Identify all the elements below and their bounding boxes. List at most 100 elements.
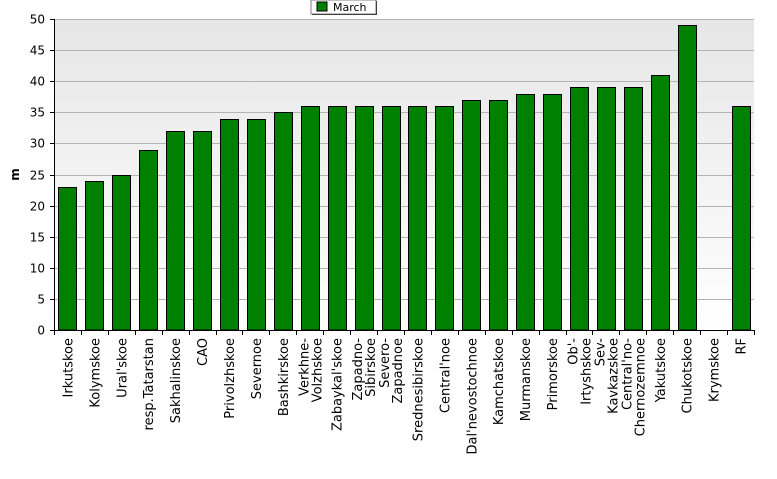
category-label: Severo-Zapadnoe (378, 338, 406, 404)
category-label-line: Irtyshskoe (580, 338, 595, 405)
bar (570, 87, 589, 331)
y-tick-label: 50 (30, 13, 45, 27)
category-label-line: Sev- (593, 338, 608, 367)
category-label-line: Kavkazskoe (606, 338, 621, 414)
category-label: Dal'nevostochnoe (465, 338, 480, 454)
category-label-line: RF (735, 338, 750, 355)
bar (489, 100, 508, 331)
category-label-line: Chernozemnoe (633, 338, 648, 436)
y-tick-label: 0 (37, 324, 45, 338)
category-label: Central'no-Chernozemnoe (620, 338, 648, 437)
bar (301, 106, 320, 331)
category-label-line: Dal'nevostochnoe (465, 338, 480, 454)
category-label: Yakutskoe (654, 338, 669, 403)
bar (382, 106, 401, 331)
category-label-line: Kolymskoe (88, 338, 103, 408)
category-label-line: Chukotskoe (681, 338, 696, 413)
category-label: Privolzhskoe (223, 338, 238, 419)
category-label-line: Privolzhskoe (223, 338, 238, 419)
category-label: RF (735, 338, 750, 355)
y-axis-title: m (8, 168, 22, 181)
category-label-line: Irkutskoe (61, 338, 76, 397)
y-tick-label: 20 (30, 200, 45, 214)
category-label-line: CAO (196, 338, 211, 366)
category-label: Primorskoe (546, 338, 561, 410)
category-label: Murmanskoe (519, 338, 534, 421)
plot-area (54, 19, 754, 330)
legend-swatch (316, 1, 328, 12)
category-label: Severnoe (250, 338, 265, 399)
category-label-line: Sakhalinskoe (169, 338, 184, 423)
category-label: Central'noe (438, 338, 453, 413)
y-tick-label: 35 (30, 106, 45, 120)
category-label: Chukotskoe (681, 338, 696, 413)
category-label: CAO (196, 338, 211, 366)
bar (462, 100, 481, 331)
bar (624, 87, 643, 331)
category-label: Krymskoe (708, 338, 723, 402)
category-label: Ob'-Irtyshskoe (567, 338, 595, 405)
category-label: Sev-Kavkazskoe (593, 338, 621, 414)
bars (58, 25, 751, 331)
category-label: Sakhalinskoe (169, 338, 184, 423)
bar (543, 94, 562, 331)
category-label-line: Sibirskoe (364, 338, 379, 397)
category-label-line: resp.Tatarstan (142, 338, 157, 430)
bar (732, 106, 751, 331)
category-label-line: Ural'skoe (115, 338, 130, 398)
y-tick-label: 5 (37, 293, 45, 307)
category-label-line: Primorskoe (546, 338, 561, 410)
y-tick-label: 30 (30, 137, 45, 151)
bar (597, 87, 616, 331)
bar (112, 175, 131, 331)
y-tick-label: 10 (30, 262, 45, 276)
category-label-line: Zapadnoe (391, 338, 406, 404)
category-label: Kamchatskoe (492, 338, 507, 425)
category-label-line: Yakutskoe (654, 338, 669, 403)
category-label: Irkutskoe (61, 338, 76, 397)
bar (408, 106, 427, 331)
category-label: Kolymskoe (88, 338, 103, 408)
bar (678, 25, 697, 331)
category-label-line: Kamchatskoe (492, 338, 507, 425)
category-label: Verkhne-Volzhskoe (297, 338, 325, 403)
category-label-line: Verkhne- (297, 338, 312, 396)
bar (516, 94, 535, 331)
category-label-line: Severnoe (250, 338, 265, 399)
y-tick-labels: 0 5 10 15 20 25 30 35 40 45 50 (30, 13, 45, 338)
bar (355, 106, 374, 331)
bar (435, 106, 454, 331)
bar (651, 75, 670, 331)
category-label-line: Zapadno- (351, 338, 366, 401)
category-label: Bashkirskoe (277, 338, 292, 416)
category-label-line: Zabaykal'skoe (331, 338, 346, 431)
category-label-line: Bashkirskoe (277, 338, 292, 416)
category-label: Zabaykal'skoe (331, 338, 346, 431)
category-label-line: Volzhskoe (310, 338, 325, 402)
category-label-line: Ob'- (567, 338, 582, 365)
y-tick-label: 15 (30, 231, 45, 245)
category-label: Ural'skoe (115, 338, 130, 398)
category-label: Srednesibirskoe (411, 338, 426, 441)
axes (50, 19, 755, 335)
category-label-line: Srednesibirskoe (411, 338, 426, 441)
category-label-line: Severo- (378, 338, 393, 388)
category-label-line: Krymskoe (708, 338, 723, 402)
category-label-line: Central'no- (620, 338, 635, 410)
category-label-line: Central'noe (438, 338, 453, 413)
y-tick-label: 25 (30, 169, 45, 183)
legend-label-march: March (333, 1, 367, 14)
y-tick-label: 40 (30, 75, 45, 89)
bar (166, 131, 185, 331)
y-tick-label: 45 (30, 44, 45, 58)
bar (85, 181, 104, 331)
category-label-line: Murmanskoe (519, 338, 534, 421)
category-label: resp.Tatarstan (142, 338, 157, 430)
category-label: Zapadno-Sibirskoe (351, 338, 379, 401)
bar (274, 112, 293, 331)
bar (193, 131, 212, 331)
bar (58, 187, 77, 331)
bar (220, 119, 239, 331)
bar (328, 106, 347, 331)
